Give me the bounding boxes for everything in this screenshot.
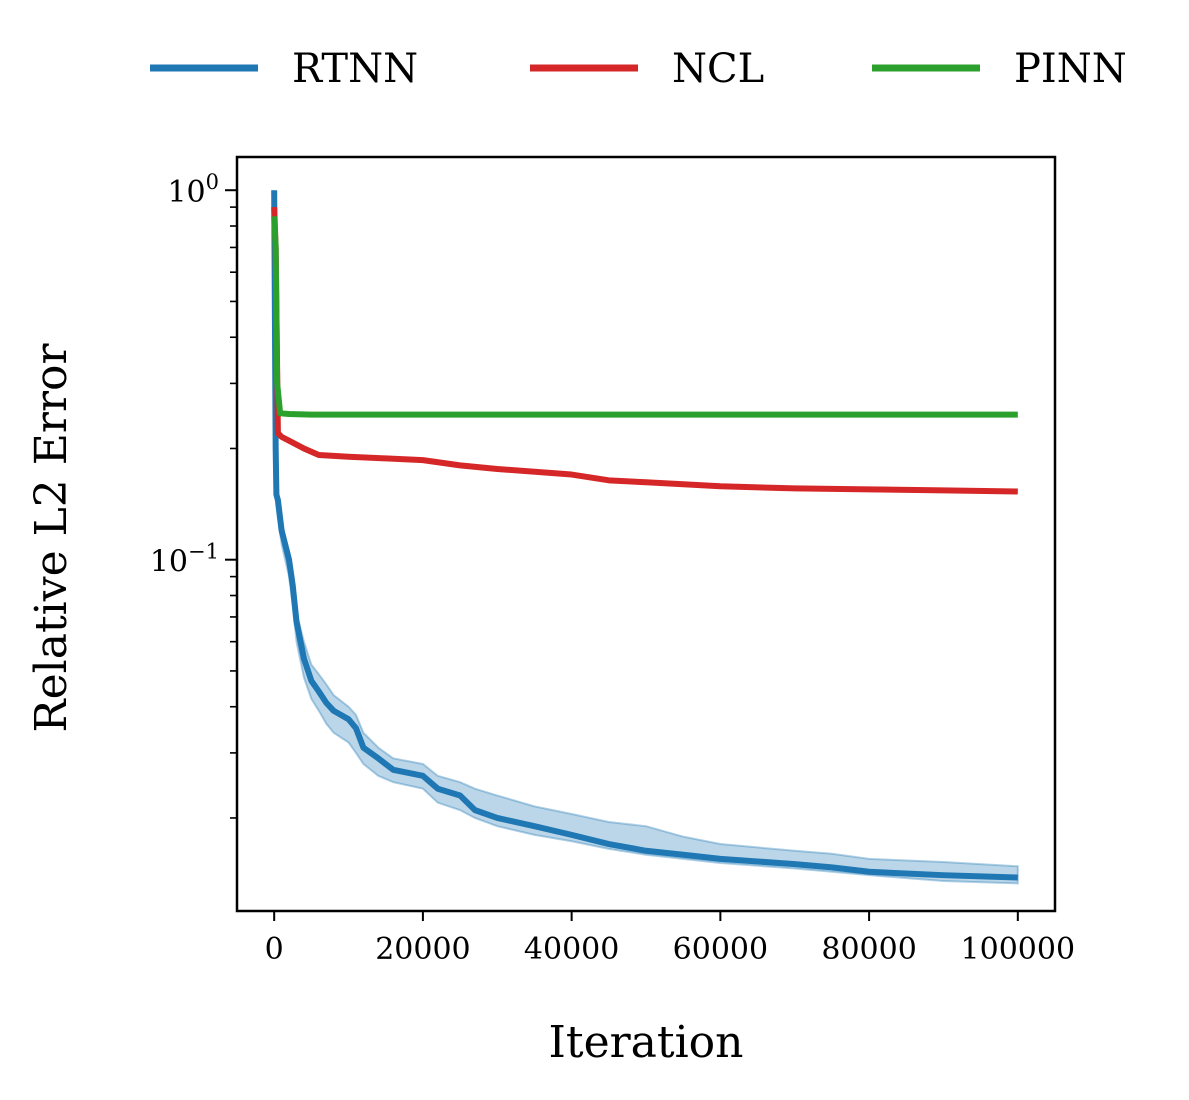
y-axis-title: Relative L2 Error — [26, 343, 77, 733]
x-axis: 0 20000 40000 60000 80000 100000 — [265, 911, 1075, 967]
plot-area — [235, 155, 1057, 913]
y-tick-label: 100 — [167, 170, 219, 210]
x-tick-label: 60000 — [673, 932, 768, 967]
x-axis-title: Iteration — [549, 1017, 744, 1068]
legend-item-ncl: NCL — [530, 46, 764, 92]
x-tick-label: 0 — [265, 932, 284, 967]
legend-label: NCL — [672, 46, 764, 92]
legend-item-rtnn: RTNN — [150, 46, 418, 92]
x-tick-label: 40000 — [524, 932, 619, 967]
legend-item-pinn: PINN — [872, 46, 1127, 92]
x-tick-label: 100000 — [961, 932, 1076, 967]
plot-frame — [235, 155, 1057, 913]
y-axis: 100 10−1 — [150, 170, 237, 819]
series-line-pinn — [271, 216, 1018, 418]
legend-label: PINN — [1014, 46, 1127, 92]
y-tick-label: 10−1 — [150, 540, 219, 580]
series-line-ncl — [271, 207, 1018, 495]
series-band-rtnn — [273, 190, 1019, 885]
legend-label: RTNN — [292, 46, 418, 92]
series-line-rtnn — [271, 190, 1018, 881]
x-tick-label: 20000 — [375, 932, 470, 967]
x-tick-label: 80000 — [821, 932, 916, 967]
series-group — [271, 190, 1019, 885]
legend: RTNN NCL PINN — [150, 46, 1127, 92]
